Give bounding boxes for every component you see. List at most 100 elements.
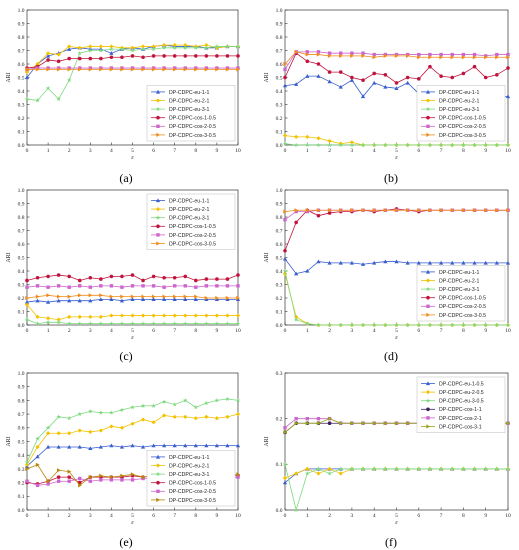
y-tick-label: 1.0 <box>276 188 283 194</box>
data-point <box>204 67 209 72</box>
y-tick-label: 1.0 <box>276 8 283 14</box>
data-point <box>372 71 377 76</box>
series <box>25 66 240 72</box>
data-point <box>25 295 30 301</box>
data-point <box>316 416 321 421</box>
data-point <box>472 208 477 213</box>
data-point <box>88 475 93 480</box>
y-tick-label: 0.6 <box>18 426 25 432</box>
data-point <box>405 52 410 57</box>
legend-entry: DP-CDPC-cos-2-0.5 <box>169 489 216 495</box>
data-point <box>236 54 240 58</box>
data-point <box>194 67 198 72</box>
panel-label: (d) <box>384 349 398 363</box>
data-point <box>338 84 343 89</box>
data-point <box>360 142 366 147</box>
data-point <box>316 322 321 327</box>
data-point <box>505 94 511 99</box>
data-point <box>183 313 188 318</box>
data-point <box>46 58 50 62</box>
data-point <box>283 426 287 430</box>
data-point <box>162 313 167 318</box>
chart-panel: 0.0 0.1 0.2 0.3 0.4 0.5 0.6 0.7 0.8 0.9 1.0 0 1 2 3 4 5 6… <box>264 8 511 185</box>
data-point <box>327 421 332 426</box>
legend-box <box>146 450 236 507</box>
data-point <box>151 420 156 425</box>
data-point <box>327 466 332 471</box>
data-point <box>151 443 156 448</box>
y-tick-label: 0.7 <box>18 228 25 234</box>
data-point <box>349 142 355 147</box>
data-point <box>67 479 71 483</box>
data-point <box>25 67 30 72</box>
data-point <box>225 321 230 326</box>
data-point <box>98 321 104 326</box>
data-point <box>327 79 332 84</box>
series <box>25 273 240 283</box>
data-point <box>162 275 166 280</box>
legend-marker <box>156 480 160 485</box>
data-point <box>316 466 321 471</box>
data-point <box>88 321 93 326</box>
legend-marker <box>156 115 160 120</box>
data-point <box>461 55 466 60</box>
legend-marker <box>155 463 161 468</box>
data-point <box>428 208 433 213</box>
y-tick-label: 0.4 <box>18 269 25 275</box>
x-tick-label: 8 <box>194 328 197 334</box>
data-point <box>67 475 71 479</box>
data-point <box>88 66 92 70</box>
data-point <box>383 322 388 327</box>
data-point <box>350 53 354 58</box>
x-tick-label: 1 <box>47 513 50 519</box>
legend-marker <box>425 278 431 283</box>
data-point <box>56 284 61 288</box>
data-point <box>294 208 299 213</box>
x-tick-label: 10 <box>505 328 511 334</box>
data-point <box>495 73 499 77</box>
data-point <box>35 284 40 288</box>
data-point <box>283 430 288 435</box>
x-tick-label: 9 <box>216 328 219 334</box>
y-tick-label: 0.9 <box>18 201 25 207</box>
y-tick-label: 0.2 <box>276 417 283 423</box>
y-tick-label: 0.9 <box>276 201 283 207</box>
data-point <box>67 294 72 299</box>
data-point <box>204 321 209 326</box>
data-point <box>360 466 366 471</box>
data-point <box>383 52 388 57</box>
data-point <box>98 428 103 433</box>
data-point <box>140 313 146 318</box>
y-tick-label: 0.7 <box>18 412 25 418</box>
legend-marker <box>156 224 160 229</box>
data-point <box>109 44 114 49</box>
data-point <box>316 471 321 476</box>
data-point <box>77 50 83 56</box>
x-tick-label: 9 <box>484 328 487 334</box>
data-point <box>438 466 444 471</box>
data-point <box>172 45 177 50</box>
data-point <box>214 443 219 448</box>
data-point <box>361 53 366 58</box>
x-tick-label: 10 <box>505 513 511 519</box>
data-point <box>461 208 466 213</box>
data-point <box>505 260 511 265</box>
x-tick-label: 0 <box>284 513 287 519</box>
data-point <box>215 67 219 72</box>
data-point <box>461 142 466 147</box>
legend: DP-CDPC-eu-1-1 DP-CDPC-eu-2-1 DP-CDPC-eu-3… <box>416 85 506 142</box>
x-tick-label: 8 <box>462 513 465 519</box>
data-point <box>99 66 103 70</box>
data-point <box>193 313 198 318</box>
data-point <box>235 443 241 448</box>
data-point <box>327 208 332 213</box>
legend-entry: DP-CDPC-eu-3-1 <box>439 107 479 113</box>
data-point <box>120 294 125 299</box>
data-point <box>327 53 332 58</box>
data-point <box>56 294 61 299</box>
data-point <box>215 284 219 288</box>
data-point <box>204 277 209 281</box>
data-point <box>204 66 209 70</box>
x-tick-label: 2 <box>328 148 331 154</box>
data-point <box>204 313 209 318</box>
